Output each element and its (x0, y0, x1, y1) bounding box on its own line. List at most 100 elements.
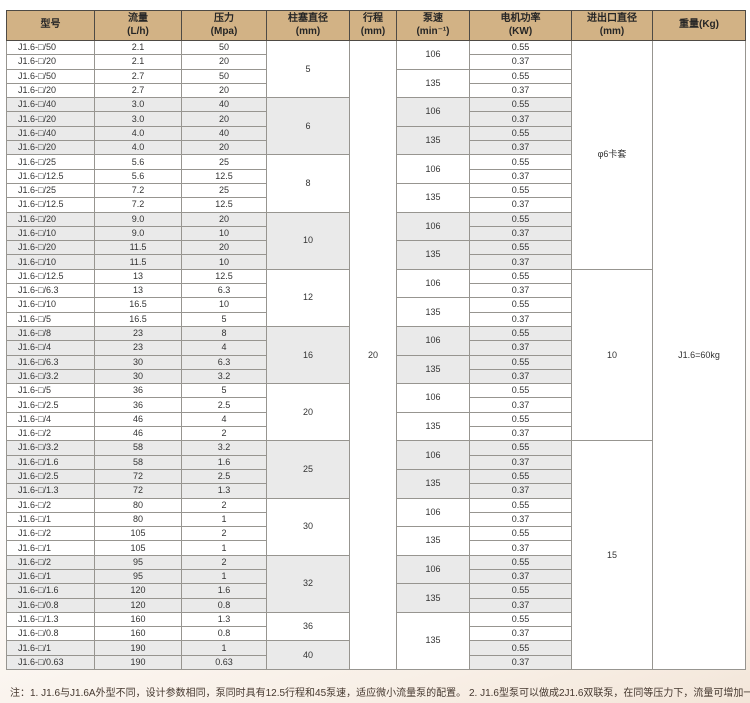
pump-spec-table: 型号 流量 (L/h) 压力 (Mpa) 柱塞直径 (mm) 行程 (mm) 泵速 (min⁻¹) 电… (6, 10, 746, 671)
cell-pressure: 8 (181, 325, 267, 342)
table-row: J1.6-□/2 95 2 32 106 0.55 (6, 554, 746, 613)
cell-model: J1.6-□/3.2 (6, 368, 95, 385)
table-row: J1.6-□/6.3 13 6.3 0.37 (6, 283, 746, 299)
cell-model: J1.6-□/50 (6, 68, 95, 84)
cell-pressure: 50 (181, 68, 267, 84)
table-row: J1.6-□/4 46 4 135 0.55 (6, 411, 746, 442)
cell-model: J1.6-□/10 (6, 297, 95, 313)
cell-flow: 80 (94, 511, 182, 528)
cell-motor-power: 0.37 (469, 368, 572, 385)
cell-plunger-diameter: 32 (266, 554, 350, 613)
cell-motor-power: 0.37 (469, 340, 572, 356)
cell-motor-power: 0.37 (469, 311, 572, 327)
cell-pressure: 3.2 (181, 440, 267, 456)
cell-pressure: 0.63 (181, 654, 267, 671)
cell-pressure: 12.5 (181, 197, 267, 213)
cell-motor-power: 0.55 (469, 354, 572, 370)
cell-pump-speed: 135 (396, 297, 470, 327)
cell-pressure: 40 (181, 97, 267, 113)
cell-pressure: 1.3 (181, 611, 267, 628)
cell-motor-power: 0.37 (469, 225, 572, 242)
table-row: J1.6-□/3.2 58 3.2 25 106 0.55 15 (6, 440, 746, 671)
cell-pressure: 1 (181, 540, 267, 556)
cell-flow: 120 (94, 583, 182, 599)
cell-model: J1.6-□/12.5 (6, 197, 95, 213)
cell-plunger-diameter: 40 (266, 640, 350, 671)
cell-pressure: 20 (181, 140, 267, 156)
cell-pressure: 2 (181, 426, 267, 442)
cell-pressure: 2 (181, 526, 267, 542)
table-row: J1.6-□/5 36 5 20 106 0.55 (6, 383, 746, 442)
table-row: J1.6-□/10 11.5 10 0.37 (6, 254, 746, 270)
cell-motor-power: 0.37 (469, 197, 572, 213)
cell-flow: 4.0 (94, 140, 182, 156)
cell-flow: 72 (94, 468, 182, 485)
cell-model: J1.6-□/2 (6, 526, 95, 542)
cell-pressure: 1 (181, 640, 267, 656)
table-row: J1.6-□/1 105 1 0.37 (6, 540, 746, 556)
table-row: J1.6-□/10 9.0 10 0.37 (6, 225, 746, 242)
cell-plunger-diameter: 16 (266, 325, 350, 385)
cell-motor-power: 0.37 (469, 426, 572, 442)
cell-motor-power: 0.55 (469, 583, 572, 599)
cell-flow: 23 (94, 325, 182, 342)
cell-pressure: 25 (181, 154, 267, 170)
table-row: J1.6-□/2 80 2 30 106 0.55 (6, 497, 746, 556)
table-row: J1.6-□/20 4.0 20 0.37 (6, 140, 746, 156)
cell-model: J1.6-□/4 (6, 411, 95, 428)
cell-model: J1.6-□/5 (6, 383, 95, 399)
cell-model: J1.6-□/20 (6, 111, 95, 127)
cell-model: J1.6-□/10 (6, 225, 95, 242)
cell-model: J1.6-□/2 (6, 554, 95, 570)
cell-motor-power: 0.55 (469, 211, 572, 227)
table-row: J1.6-□/40 3.0 40 6 106 0.55 (6, 97, 746, 156)
cell-motor-power: 0.55 (469, 97, 572, 113)
cell-motor-power: 0.55 (469, 297, 572, 313)
cell-flow: 58 (94, 454, 182, 470)
column-header-6: 电机功率 (KW) (469, 10, 572, 41)
cell-pump-speed: 106 (396, 211, 470, 242)
cell-pressure: 1.6 (181, 454, 267, 470)
cell-flow: 36 (94, 397, 182, 413)
cell-model: J1.6-□/10 (6, 254, 95, 270)
cell-motor-power: 0.55 (469, 68, 572, 84)
cell-pressure: 1.6 (181, 583, 267, 599)
cell-motor-power: 0.55 (469, 526, 572, 542)
table-row: J1.6-□/0.63 190 0.63 0.37 (6, 654, 746, 671)
cell-pump-speed: 135 (396, 526, 470, 556)
cell-motor-power: 0.37 (469, 597, 572, 613)
cell-flow: 2.7 (94, 82, 182, 99)
cell-flow: 105 (94, 526, 182, 542)
cell-motor-power: 0.37 (469, 540, 572, 556)
cell-pump-speed: 106 (396, 383, 470, 413)
cell-inlet-outlet-diameter: 15 (571, 440, 653, 671)
cell-motor-power: 0.55 (469, 154, 572, 170)
cell-pressure: 12.5 (181, 168, 267, 184)
cell-motor-power: 0.37 (469, 254, 572, 270)
cell-pump-speed: 106 (396, 554, 470, 585)
cell-inlet-outlet-diameter: 10 (571, 268, 653, 442)
cell-motor-power: 0.37 (469, 82, 572, 99)
cell-pressure: 2 (181, 497, 267, 513)
cell-motor-power: 0.37 (469, 654, 572, 671)
cell-motor-power: 0.55 (469, 125, 572, 142)
cell-motor-power: 0.55 (469, 468, 572, 485)
table-row: J1.6-□/2 105 2 135 0.55 (6, 526, 746, 556)
table-row: J1.6-□/1.6 58 1.6 0.37 (6, 454, 746, 470)
cell-motor-power: 0.55 (469, 268, 572, 285)
cell-flow: 190 (94, 654, 182, 671)
cell-plunger-diameter: 30 (266, 497, 350, 556)
cell-model: J1.6-□/25 (6, 154, 95, 170)
cell-flow: 3.0 (94, 111, 182, 127)
cell-motor-power: 0.55 (469, 39, 572, 56)
cell-weight: J1.6=60kg (652, 39, 746, 671)
cell-motor-power: 0.37 (469, 483, 572, 499)
cell-model: J1.6-□/40 (6, 97, 95, 113)
cell-model: J1.6-□/1 (6, 568, 95, 585)
cell-pressure: 25 (181, 182, 267, 199)
cell-motor-power: 0.55 (469, 411, 572, 428)
cell-flow: 58 (94, 440, 182, 456)
table-row: J1.6-□/40 4.0 40 135 0.55 (6, 125, 746, 156)
cell-pressure: 5 (181, 311, 267, 327)
cell-flow: 13 (94, 283, 182, 299)
